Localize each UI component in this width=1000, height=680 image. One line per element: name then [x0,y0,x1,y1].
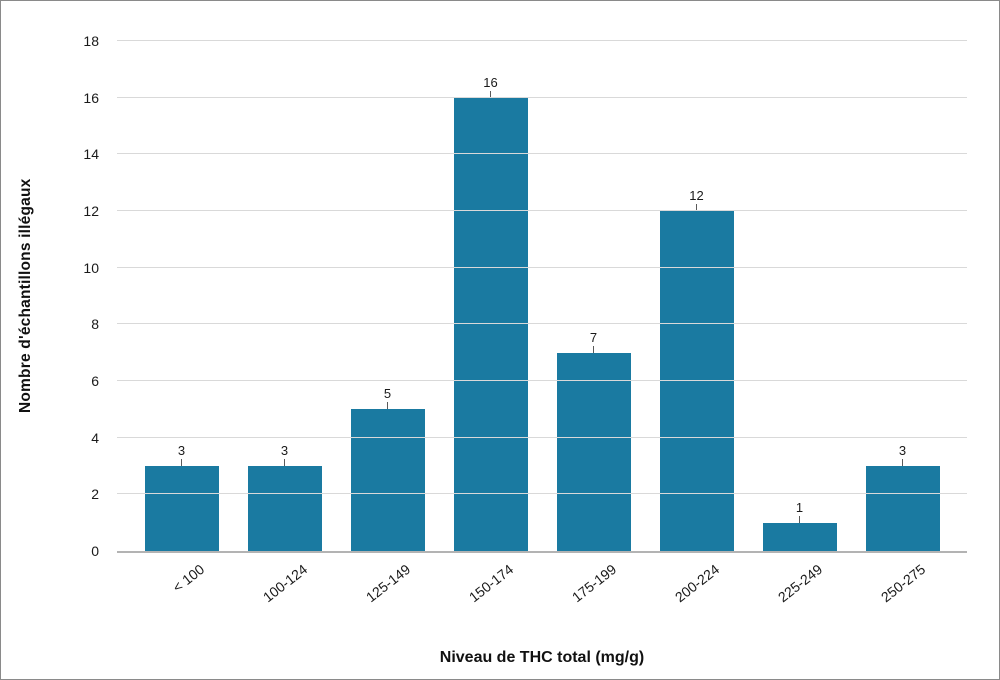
x-tick-label: 100-124 [260,561,311,606]
bar-value-label: 1 [795,499,804,515]
y-tick-label: 6 [91,373,99,389]
y-tick-label: 4 [91,429,99,446]
x-tick-label: 175-199 [569,561,620,606]
bar-value-label: 12 [689,188,704,203]
gridline [117,323,967,325]
bar-value-label: 3 [280,443,289,458]
x-tick-label: 125-149 [363,561,414,606]
bar-value-label: 3 [898,443,907,458]
gridline [117,436,967,438]
x-tick-label: 225-249 [775,561,826,606]
x-axis-title: Niveau de THC total (mg/g) [439,649,645,666]
bar [556,352,631,551]
x-tick-label: 200-224 [672,561,723,606]
bar-slot: 3 < 100 [130,41,233,595]
y-tick-label: 18 [83,33,99,49]
bar-top-tick [799,515,800,523]
bar [144,466,219,551]
gridline [117,40,967,41]
bar-top-tick [593,345,594,353]
y-tick-label: 10 [83,259,99,276]
y-tick-label: 14 [83,146,99,163]
bar-slot: 12 200-224 [645,41,748,605]
gridline [117,493,967,495]
plot-area: 3 < 100 3 100-124 5 125-149 16 150-174 7 175-199 1… [117,40,967,605]
y-tick-label: 16 [83,89,99,106]
bar-value-label: 5 [383,386,392,402]
bar [247,466,322,551]
bar [762,522,837,551]
bar-top-tick [902,459,903,466]
y-tick-label: 0 [91,543,99,559]
bar-slot: 5 125-149 [336,41,439,605]
bar-slot: 16 150-174 [439,41,542,605]
bar-value-label: 3 [177,443,186,458]
bars-container: 3 < 100 3 100-124 5 125-149 16 150-174 7 175-199 1… [117,41,967,605]
bar-top-tick [490,90,491,98]
bar-top-tick [696,204,697,211]
x-tick-label: 150-174 [466,561,517,606]
bar-top-tick [181,459,182,466]
x-tick-label: 250-275 [878,561,929,606]
y-tick-label: 2 [91,486,99,503]
y-tick-label: 8 [91,316,99,333]
gridline [117,210,967,211]
y-tick-label: 12 [83,203,99,219]
bar [350,409,425,551]
gridline [117,266,967,268]
bar-slot: 3 100-124 [233,41,336,605]
y-axis-tick-labels: 0 2 4 6 8 10 12 14 16 18 [61,33,107,559]
bar-slot: 7 175-199 [542,41,645,605]
bar [659,211,734,551]
gridline [117,153,967,155]
x-tick-label: < 100 [169,561,208,596]
bar-value-label: 7 [589,329,598,345]
bar-top-tick [387,402,388,410]
bar [865,466,940,551]
bar-top-tick [284,459,285,466]
bar-slot: 1 225-249 [748,41,851,605]
bar-value-label: 16 [483,74,498,90]
gridline [117,96,967,98]
gridline [117,380,967,381]
y-axis-title: Nombre d'échantillons illégaux [17,178,34,414]
bar-slot: 3 250-275 [851,41,954,605]
